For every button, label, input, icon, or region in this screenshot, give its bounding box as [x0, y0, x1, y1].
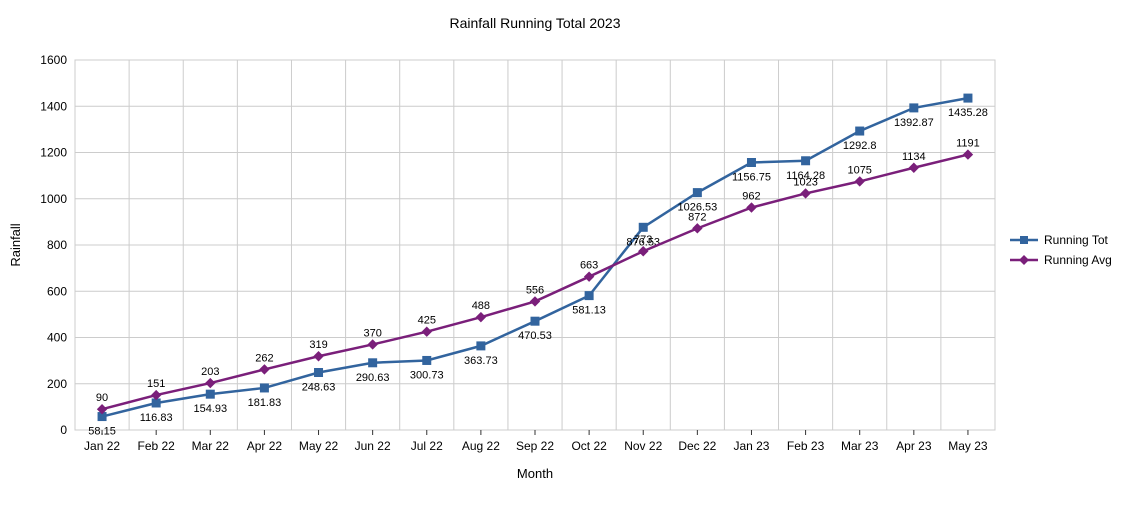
- data-label: 663: [580, 260, 598, 272]
- data-label: 470.53: [518, 330, 552, 342]
- data-point: [477, 342, 485, 350]
- data-point: [802, 157, 810, 165]
- y-axis-label: Rainfall: [8, 223, 23, 266]
- x-tick-label: Nov 22: [624, 439, 662, 453]
- data-label: 248.63: [302, 382, 336, 394]
- data-label: 90: [96, 392, 108, 404]
- data-point: [693, 189, 701, 197]
- y-tick-label: 200: [47, 377, 67, 391]
- data-label: 290.63: [356, 372, 390, 384]
- data-label: 1292.8: [843, 140, 877, 152]
- chart-container: { "chart": { "type": "line", "title": "R…: [0, 0, 1140, 515]
- x-tick-label: Jan 22: [84, 439, 120, 453]
- x-tick-label: Mar 22: [192, 439, 230, 453]
- data-label: 203: [201, 366, 219, 378]
- x-tick-label: Apr 22: [247, 439, 283, 453]
- x-tick-label: Sep 22: [516, 439, 554, 453]
- x-tick-label: Jan 23: [733, 439, 769, 453]
- data-point: [422, 327, 431, 336]
- data-label: 181.83: [248, 397, 282, 409]
- series-line-0: [102, 98, 968, 416]
- data-label: 58.15: [88, 426, 116, 438]
- y-tick-label: 1400: [40, 99, 67, 113]
- data-label: 962: [742, 191, 760, 203]
- data-label: 581.13: [572, 305, 606, 317]
- data-point: [368, 340, 377, 349]
- y-tick-label: 600: [47, 284, 67, 298]
- data-label: 556: [526, 284, 544, 296]
- data-label: 1156.75: [732, 172, 771, 184]
- data-point: [531, 297, 540, 306]
- legend-label: Running Avg: [1044, 253, 1112, 267]
- x-tick-label: Feb 22: [137, 439, 175, 453]
- x-tick-label: Jun 22: [355, 439, 391, 453]
- data-point: [206, 390, 214, 398]
- data-label: 154.93: [193, 403, 227, 415]
- data-label: 1392.87: [894, 117, 934, 129]
- data-label: 1023: [793, 176, 817, 188]
- x-tick-label: Dec 22: [678, 439, 716, 453]
- y-tick-label: 400: [47, 331, 67, 345]
- data-label: 773: [634, 234, 652, 246]
- data-label: 300.73: [410, 369, 444, 381]
- data-point: [585, 272, 594, 281]
- data-point: [260, 365, 269, 374]
- data-label: 425: [418, 315, 436, 327]
- data-label: 488: [472, 300, 490, 312]
- data-point: [639, 223, 647, 231]
- data-point: [206, 379, 215, 388]
- data-label: 116.83: [140, 412, 173, 424]
- x-axis-label: Month: [517, 466, 553, 481]
- data-point: [801, 189, 810, 198]
- data-point: [855, 177, 864, 186]
- y-tick-label: 1000: [40, 192, 67, 206]
- y-tick-label: 0: [60, 423, 67, 437]
- x-tick-label: May 23: [948, 439, 988, 453]
- data-label: 1075: [847, 164, 871, 176]
- data-label: 262: [255, 352, 273, 364]
- x-tick-label: Apr 23: [896, 439, 932, 453]
- data-point: [909, 163, 918, 172]
- data-point: [314, 352, 323, 361]
- data-label: 370: [363, 327, 381, 339]
- data-point: [747, 159, 755, 167]
- chart-title: Rainfall Running Total 2023: [450, 15, 621, 31]
- x-tick-label: Jul 22: [411, 439, 443, 453]
- data-point: [964, 94, 972, 102]
- data-point: [315, 369, 323, 377]
- data-point: [693, 224, 702, 233]
- x-tick-label: Aug 22: [462, 439, 500, 453]
- data-point: [585, 292, 593, 300]
- y-tick-label: 800: [47, 238, 67, 252]
- data-point: [531, 317, 539, 325]
- legend-label: Running Tot: [1044, 233, 1108, 247]
- data-label: 1134: [902, 151, 926, 163]
- data-point: [476, 313, 485, 322]
- x-tick-label: Mar 23: [841, 439, 879, 453]
- data-point: [369, 359, 377, 367]
- data-point: [856, 127, 864, 135]
- data-label: 151: [147, 378, 165, 390]
- data-point: [423, 356, 431, 364]
- data-label: 1191: [956, 138, 980, 150]
- x-tick-label: Feb 23: [787, 439, 825, 453]
- x-tick-label: Oct 22: [571, 439, 607, 453]
- legend: Running Tot Running Avg: [1010, 233, 1112, 267]
- x-tick-label: May 22: [299, 439, 339, 453]
- data-point: [963, 150, 972, 159]
- data-point: [152, 391, 161, 400]
- data-point: [260, 384, 268, 392]
- series-line-1: [102, 155, 968, 410]
- y-tick-label: 1600: [40, 53, 67, 67]
- data-point: [747, 203, 756, 212]
- data-label: 872: [688, 211, 706, 223]
- data-label: 363.73: [464, 355, 498, 367]
- data-point: [910, 104, 918, 112]
- data-label: 1435.28: [948, 107, 988, 119]
- y-tick-label: 1200: [40, 146, 67, 160]
- data-label: 319: [309, 339, 327, 351]
- line-chart: Rainfall Running Total 2023 0 200 400 600 800…: [0, 0, 1140, 515]
